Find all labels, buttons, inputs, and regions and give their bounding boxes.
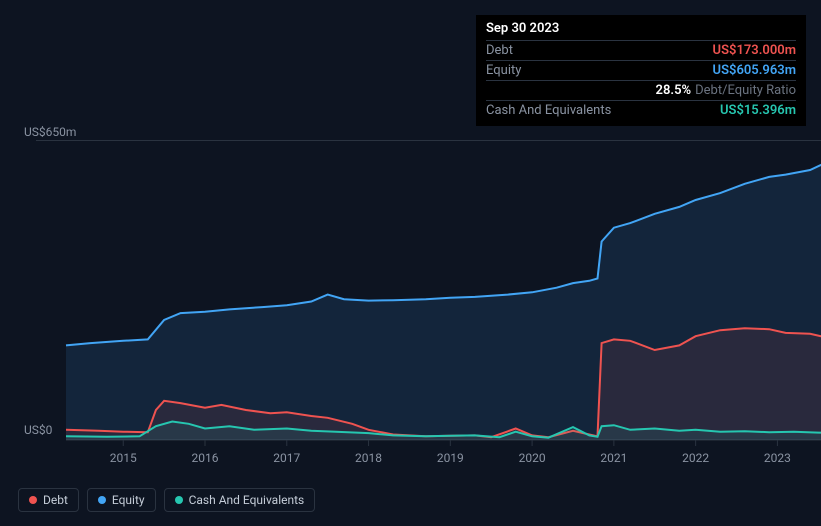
x-axis-label: 2022 — [682, 451, 709, 465]
tooltip-value: US$605.963m — [713, 63, 796, 78]
legend-item-equity[interactable]: Equity — [87, 488, 156, 512]
gridline-top — [36, 140, 821, 141]
tooltip-row-ratio: 28.5%Debt/Equity Ratio — [486, 80, 796, 100]
legend-dot-icon — [98, 496, 106, 504]
tooltip-row-equity: Equity US$605.963m — [486, 60, 796, 80]
legend-item-cash[interactable]: Cash And Equivalents — [164, 488, 316, 512]
legend-label: Debt — [43, 493, 68, 507]
legend-dot-icon — [29, 496, 37, 504]
tooltip-value: US$173.000m — [713, 43, 796, 58]
x-axis-label: 2018 — [355, 451, 382, 465]
legend-dot-icon — [175, 496, 183, 504]
y-axis-label-top: US$650m — [24, 125, 76, 139]
tooltip-date: Sep 30 2023 — [486, 21, 796, 40]
x-axis-label: 2020 — [519, 451, 546, 465]
legend: Debt Equity Cash And Equivalents — [18, 488, 315, 512]
tooltip-label: Cash And Equivalents — [486, 103, 636, 118]
tooltip-label: Debt — [486, 43, 636, 58]
x-axis-label: 2016 — [192, 451, 219, 465]
legend-label: Cash And Equivalents — [189, 493, 305, 507]
x-axis-label: 2017 — [273, 451, 300, 465]
tooltip-row-debt: Debt US$173.000m — [486, 40, 796, 60]
chart-tooltip: Sep 30 2023 Debt US$173.000m Equity US$6… — [476, 15, 806, 126]
tooltip-value: US$15.396m — [720, 103, 796, 118]
tooltip-row-cash: Cash And Equivalents US$15.396m — [486, 100, 796, 120]
y-axis-label-bottom: US$0 — [24, 423, 52, 437]
ratio-label: Debt/Equity Ratio — [695, 83, 796, 98]
x-axis-label: 2019 — [437, 451, 464, 465]
ratio-value: 28.5% — [656, 83, 692, 98]
legend-label: Equity — [112, 493, 145, 507]
tooltip-label — [486, 83, 636, 98]
x-axis-label: 2021 — [600, 451, 627, 465]
x-axis-label: 2015 — [110, 451, 137, 465]
legend-item-debt[interactable]: Debt — [18, 488, 79, 512]
x-axis-label: 2023 — [764, 451, 791, 465]
tooltip-label: Equity — [486, 63, 636, 78]
